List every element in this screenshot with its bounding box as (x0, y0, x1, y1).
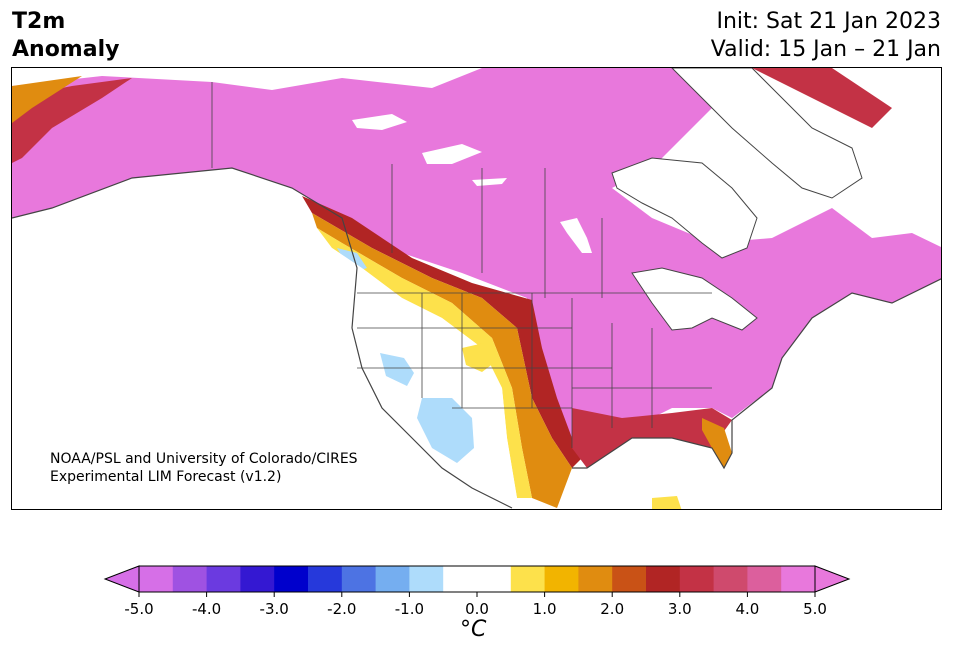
arctic-water (671, 68, 863, 199)
map-title: T2m Anomaly (12, 8, 119, 64)
colorbar-tick-label: -2.0 (327, 600, 356, 618)
anomaly-shade-mexico-south (652, 496, 682, 509)
colorbar-tick-label: 1.0 (533, 600, 557, 618)
colorbar-tick-label: -3.0 (260, 600, 289, 618)
colorbar-cell (578, 566, 613, 592)
credit-line-2: Experimental LIM Forecast (v1.2) (50, 469, 282, 485)
colorbar-cell (240, 566, 275, 592)
colorbar-extend-high (814, 565, 851, 593)
unit-text: °C (460, 617, 487, 642)
colorbar-cell (375, 566, 410, 592)
credit-text: NOAA/PSL and University of Colorado/CIRE… (50, 450, 358, 486)
colorbar-cell (747, 566, 782, 592)
great-slave-lake (352, 114, 407, 130)
anomaly-shade-cool-southwest (417, 398, 474, 463)
colorbar-extend-low (103, 565, 140, 593)
anomaly-shade-florida (702, 418, 732, 468)
colorbar-cell (510, 566, 546, 592)
colorbar-cell (443, 566, 478, 592)
colorbar-cell (679, 566, 715, 592)
colorbar-cell (274, 566, 309, 592)
anomaly-shade-greenland (752, 68, 892, 128)
title-line-1: T2m (12, 9, 66, 34)
colorbar-cell (139, 566, 174, 592)
colorbar-cell (206, 566, 241, 592)
colorbar-cell (646, 566, 681, 592)
colorbar-tick-label: 2.0 (600, 600, 624, 618)
credit-line-1: NOAA/PSL and University of Colorado/CIRE… (50, 451, 358, 467)
colorbar-cell (544, 566, 579, 592)
anomaly-shade-alaska-orange (12, 76, 82, 123)
anomaly-map: NOAA/PSL and University of Colorado/CIRE… (11, 67, 942, 510)
colorbar-cell (781, 566, 816, 592)
anomaly-shade-warm-co (462, 343, 498, 372)
colorbar-unit-label: °C (460, 617, 486, 642)
init-date: Init: Sat 21 Jan 2023 (716, 9, 941, 34)
colorbar-tick-label: -1.0 (395, 600, 424, 618)
colorbar-cell (612, 566, 647, 592)
anomaly-shade-strong-warm (12, 68, 941, 438)
lake-athabasca (472, 178, 507, 186)
colorbar-tick-label: 4.0 (735, 600, 759, 618)
colorbar-cell (713, 566, 748, 592)
anomaly-shade-pnw-red (302, 196, 592, 468)
colorbar-cell (409, 566, 444, 592)
valid-range: Valid: 15 Jan – 21 Jan (710, 37, 941, 62)
colorbar-cell (172, 566, 208, 592)
anomaly-shade-cool-nv (380, 353, 414, 386)
colorbar-cell (477, 566, 512, 592)
colorbar-cells (103, 565, 851, 593)
colorbar-tick-label: 0.0 (465, 600, 489, 618)
title-line-2: Anomaly (12, 37, 120, 62)
colorbar-cell (308, 566, 343, 592)
colorbar-tick-label: 5.0 (803, 600, 827, 618)
colorbar-ticks: -5.0 -4.0 -3.0 -2.0 -1.0 0.0 1.0 2.0 3.0 4.0 5.0 (124, 592, 827, 618)
great-lakes (631, 267, 758, 331)
anomaly-shade-pnw-orange (312, 213, 572, 508)
political-borders (211, 82, 712, 448)
date-info: Init: Sat 21 Jan 2023 Valid: 15 Jan – 21… (711, 8, 941, 64)
hudson-bay (611, 157, 758, 259)
colorbar-cell (341, 566, 377, 592)
colorbar-tick-label: 3.0 (668, 600, 692, 618)
coastline (12, 167, 941, 509)
colorbar-tick-label: -5.0 (124, 600, 153, 618)
lake-winnipeg (560, 218, 592, 253)
great-bear-lake (422, 144, 482, 164)
map-canvas (12, 68, 941, 509)
colorbar-tick-label: -4.0 (192, 600, 221, 618)
